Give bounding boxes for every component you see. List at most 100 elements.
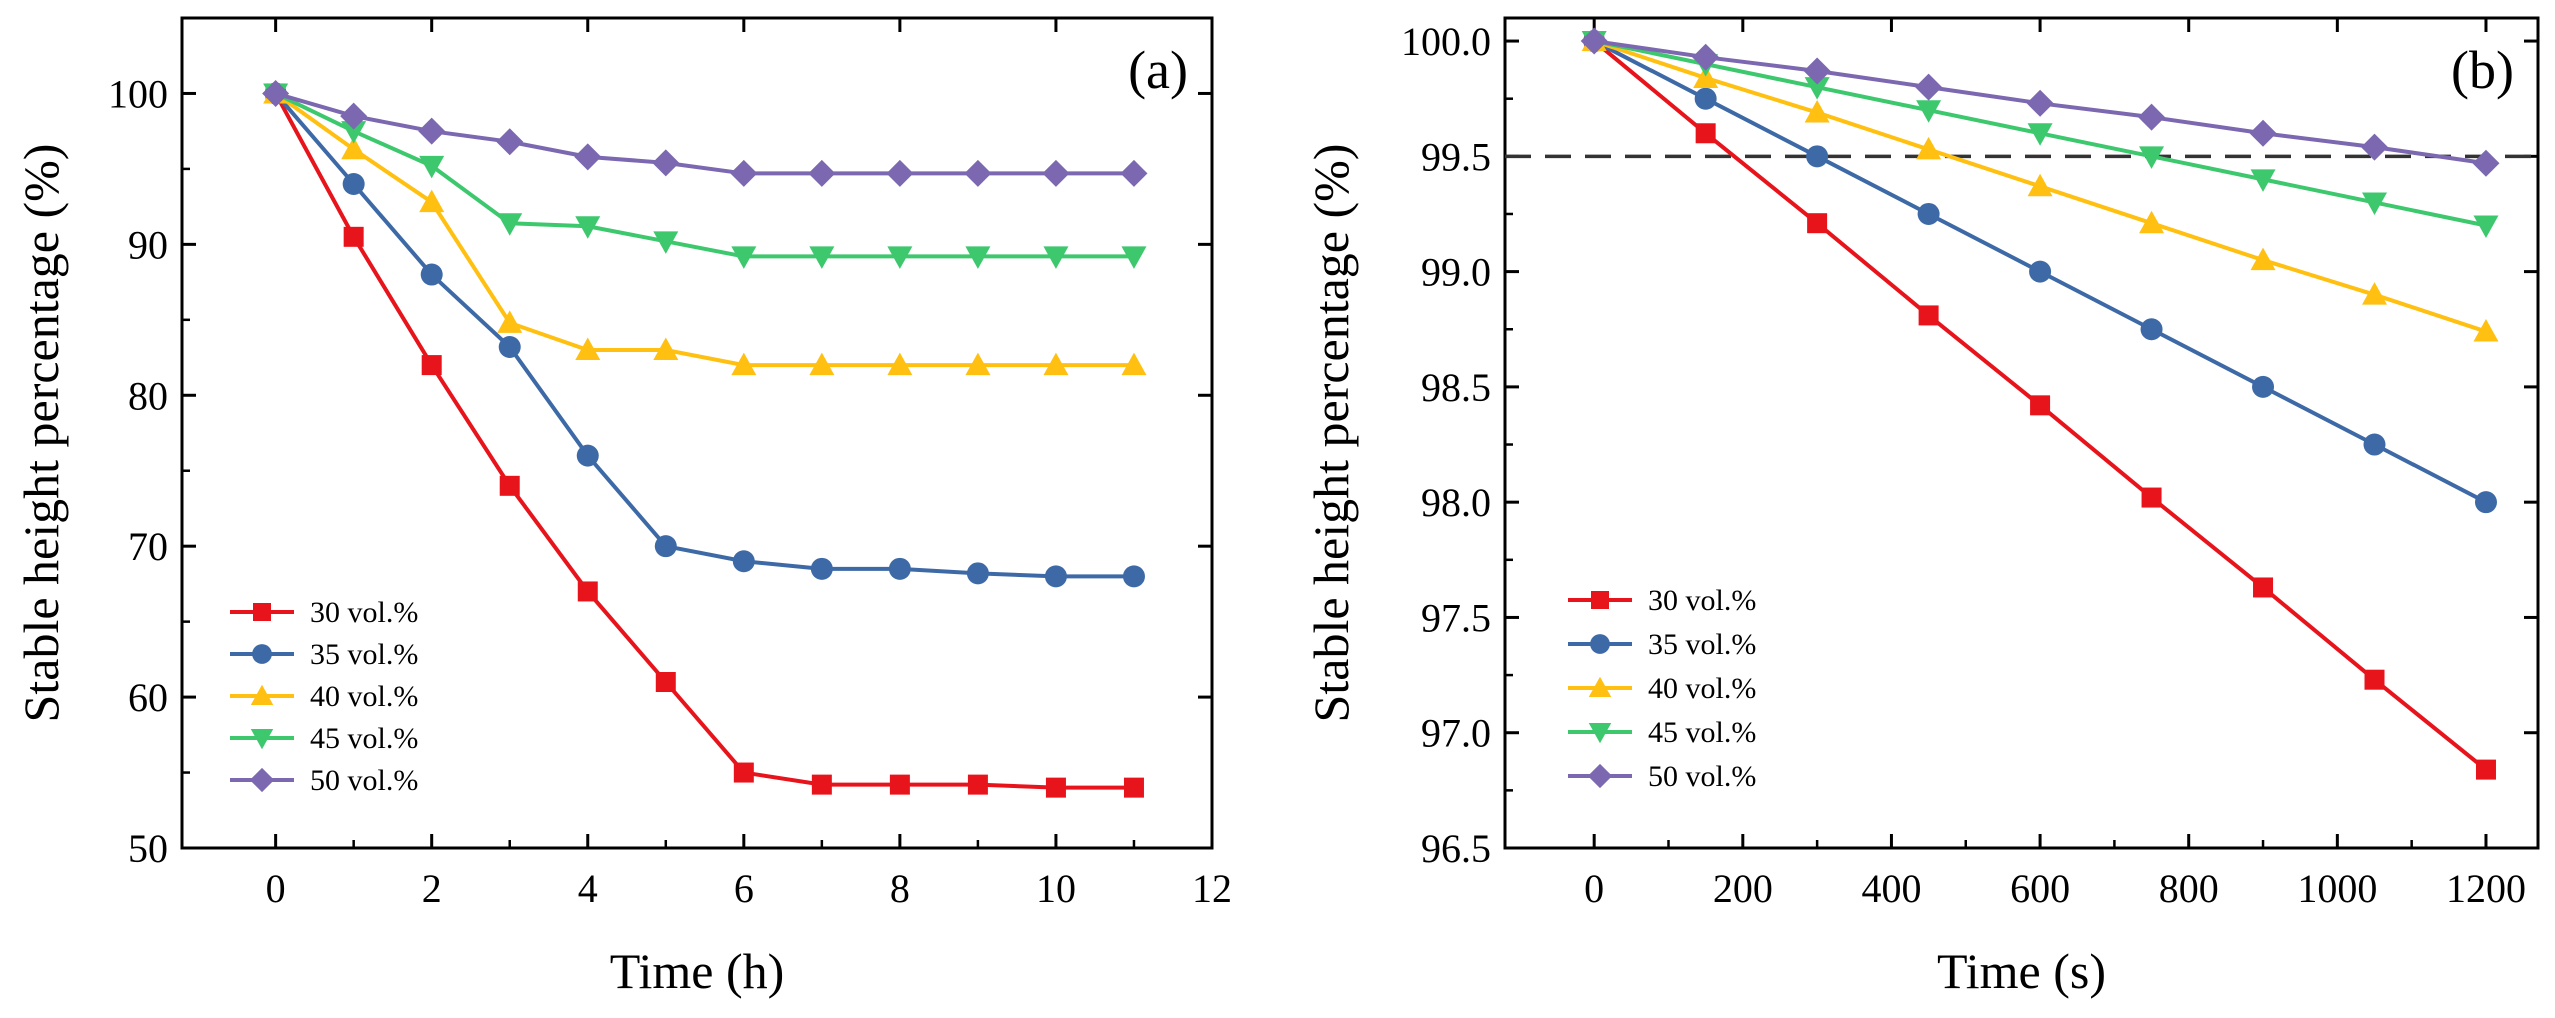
- x-tick-label: 0: [266, 866, 286, 911]
- data-point: [1044, 565, 1067, 588]
- series-40-vol-: [1581, 28, 2499, 342]
- legend-item: 40 vol.%: [1568, 672, 1756, 705]
- data-point: [1693, 65, 1719, 88]
- plot-frame: [1503, 16, 2540, 850]
- y-tick-label: 96.5: [1421, 826, 1491, 871]
- data-point: [340, 102, 368, 130]
- y-tick-label: 100: [108, 71, 168, 116]
- data-point: [2027, 173, 2053, 197]
- data-point: [808, 159, 836, 187]
- x-tick-label: 8: [890, 866, 910, 911]
- data-point: [1043, 352, 1069, 376]
- legend-marker: [1591, 591, 1609, 609]
- y-tick-label: 99.5: [1421, 134, 1491, 179]
- data-point: [1806, 145, 1829, 168]
- x-tick-label: 4: [578, 866, 598, 911]
- data-point: [809, 246, 835, 269]
- y-tick-label: 80: [128, 373, 168, 418]
- legend-marker: [250, 684, 274, 705]
- data-point: [1804, 100, 1830, 123]
- legend: 30 vol.% 35 vol.% 40 vol.% 45 vol.% 50 vol.%: [1568, 584, 1756, 793]
- legend-marker: [249, 767, 275, 793]
- data-point: [966, 562, 989, 585]
- data-point: [731, 352, 757, 376]
- data-point: [965, 246, 991, 269]
- y-tick-label: 98.0: [1421, 480, 1491, 525]
- data-point: [418, 117, 446, 145]
- y-tick-label: 97.5: [1421, 595, 1491, 640]
- data-point: [732, 550, 755, 573]
- legend-label: 30 vol.%: [310, 596, 418, 629]
- legend-marker: [1588, 676, 1612, 697]
- legend-item: 30 vol.%: [230, 596, 418, 629]
- y-tick-label: 60: [128, 675, 168, 720]
- series-line: [274, 92, 1134, 579]
- chart-panel-b: 0 200 400 600 800 1000 1200 96.5 97.0 97.5 98.0 98.…: [1303, 16, 2540, 999]
- data-point: [1915, 73, 1943, 101]
- panel-label: (a): [1128, 40, 1188, 100]
- y-tick-label: 99.0: [1421, 250, 1491, 295]
- data-point: [1807, 213, 1828, 234]
- data-point: [886, 159, 914, 187]
- legend-marker: [1590, 634, 1610, 654]
- data-point: [810, 557, 833, 580]
- data-point: [1803, 57, 1831, 85]
- data-point: [574, 143, 602, 171]
- series-line: [274, 91, 1134, 368]
- data-point: [2474, 491, 2497, 514]
- x-tick-label: 1200: [2446, 866, 2526, 911]
- x-tick-label: 400: [1861, 866, 1921, 911]
- x-tick-label: 6: [734, 866, 754, 911]
- data-point: [2364, 669, 2385, 690]
- legend-label: 50 vol.%: [310, 764, 418, 797]
- legend-label: 40 vol.%: [310, 680, 418, 713]
- data-point: [420, 263, 443, 286]
- data-point: [343, 226, 364, 247]
- legend-item: 35 vol.%: [230, 638, 418, 671]
- data-point: [2027, 123, 2053, 146]
- data-point: [1042, 159, 1070, 187]
- y-axis-label: Stable height percentage (%): [13, 144, 69, 723]
- chart-panel-a: 0 2 4 6 8 10 12 50 60 70 80 90 100 Time (h) Stable hei…: [13, 16, 1232, 999]
- data-point: [2250, 169, 2276, 192]
- x-tick-label: 800: [2159, 866, 2219, 911]
- legend-label: 40 vol.%: [1648, 672, 1756, 705]
- legend-label: 35 vol.%: [310, 638, 418, 671]
- data-point: [1123, 777, 1144, 798]
- legend-marker: [1587, 763, 1613, 789]
- data-point: [2249, 119, 2277, 147]
- legend-item: 50 vol.%: [230, 764, 418, 797]
- data-point: [1916, 100, 1942, 123]
- x-tick-label: 1000: [2297, 866, 2377, 911]
- data-point: [1120, 159, 1148, 187]
- series-50-vol-: [262, 79, 1148, 187]
- data-point: [2362, 282, 2388, 305]
- legend-item: 45 vol.%: [1568, 716, 1756, 749]
- data-point: [965, 352, 991, 376]
- data-point: [2253, 577, 2274, 598]
- legend-item: 35 vol.%: [1568, 628, 1756, 661]
- legend-label: 50 vol.%: [1648, 760, 1756, 793]
- data-point: [887, 352, 913, 376]
- data-point: [2363, 433, 2386, 456]
- data-point: [1918, 305, 1939, 326]
- data-point: [731, 246, 757, 269]
- data-point: [730, 159, 758, 187]
- plot-frame: [180, 16, 1214, 850]
- x-axis-label: Time (h): [610, 943, 785, 999]
- legend-label: 45 vol.%: [1648, 716, 1756, 749]
- data-point: [887, 246, 913, 269]
- x-tick-label: 600: [2010, 866, 2070, 911]
- series-45-vol-: [1581, 31, 2499, 238]
- data-point: [2361, 133, 2389, 161]
- data-point: [654, 535, 677, 558]
- data-point: [498, 335, 521, 358]
- data-point: [2139, 210, 2165, 234]
- x-tick-label: 10: [1036, 866, 1076, 911]
- series-45-vol-: [263, 83, 1147, 269]
- data-point: [1916, 136, 1942, 160]
- data-point: [653, 231, 679, 254]
- data-point: [811, 774, 832, 795]
- y-tick-label: 50: [128, 826, 168, 871]
